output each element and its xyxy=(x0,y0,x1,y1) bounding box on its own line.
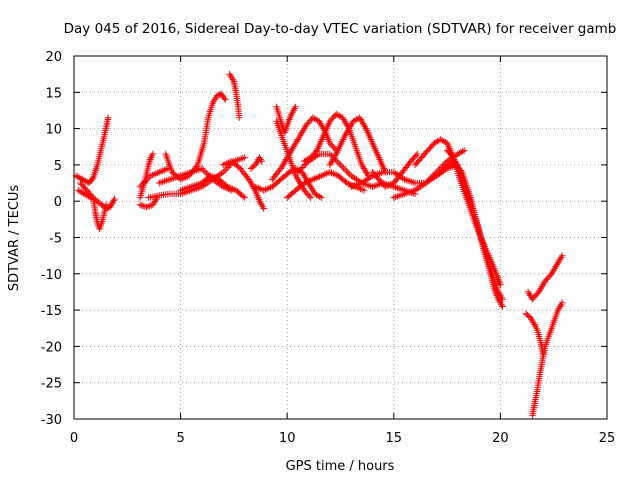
y-tick-label: 0 xyxy=(54,195,62,210)
x-axis-label: GPS time / hours xyxy=(286,459,395,474)
y-tick-label: 10 xyxy=(45,123,62,138)
data-point-markers xyxy=(220,158,267,212)
data-point-markers xyxy=(72,114,112,187)
data-series xyxy=(226,71,243,121)
x-tick-label: 10 xyxy=(279,431,296,446)
data-point-markers xyxy=(252,165,325,201)
data-series xyxy=(72,114,112,187)
data-series xyxy=(301,110,372,179)
data-series xyxy=(136,165,171,190)
data-series xyxy=(156,165,235,194)
data-point-markers xyxy=(443,147,506,303)
data-series xyxy=(220,158,267,212)
data-series xyxy=(284,169,368,201)
data-series xyxy=(326,114,389,176)
data-layer xyxy=(72,71,566,419)
x-tick-label: 15 xyxy=(386,431,403,446)
data-series xyxy=(369,150,421,190)
data-series xyxy=(524,252,566,303)
y-axis-label: SDTVAR / TECUs xyxy=(7,185,22,292)
data-point-markers xyxy=(247,154,265,172)
axis-ticks: 0 5 10 15 20 25 -30 -25 -20 -15 -10 -5 0 5 10 15 20 xyxy=(41,50,616,446)
data-point-markers xyxy=(529,299,566,419)
data-series xyxy=(443,147,506,303)
data-point-markers xyxy=(273,103,299,136)
data-series xyxy=(529,299,566,419)
data-series xyxy=(162,90,229,183)
data-point-markers xyxy=(77,179,110,232)
data-series xyxy=(273,103,299,136)
data-point-markers xyxy=(162,90,229,183)
data-point-markers xyxy=(301,110,372,179)
y-tick-label: -5 xyxy=(49,232,62,247)
x-tick-label: 0 xyxy=(70,431,78,446)
plot-frame xyxy=(73,55,608,420)
data-point-markers xyxy=(433,158,506,310)
data-series xyxy=(247,154,265,172)
x-tick-label: 25 xyxy=(599,431,616,446)
grid xyxy=(74,56,607,419)
data-series xyxy=(136,194,161,211)
chart-title: Day 045 of 2016, Sidereal Day-to-day VTE… xyxy=(64,21,617,37)
y-tick-label: -20 xyxy=(41,340,62,355)
data-point-markers xyxy=(369,150,421,190)
y-tick-label: 15 xyxy=(45,86,62,101)
y-tick-label: 20 xyxy=(45,50,62,65)
data-series xyxy=(433,158,506,310)
data-series xyxy=(77,179,110,232)
x-tick-label: 20 xyxy=(492,431,509,446)
x-tick-label: 5 xyxy=(176,431,184,446)
data-point-markers xyxy=(284,169,368,201)
data-series xyxy=(252,165,325,201)
y-tick-label: -15 xyxy=(41,304,62,319)
data-point-markers xyxy=(156,165,235,194)
y-tick-label: -25 xyxy=(41,377,62,392)
y-tick-label: 5 xyxy=(54,159,62,174)
data-point-markers xyxy=(226,71,243,121)
data-point-markers xyxy=(136,194,161,211)
data-point-markers xyxy=(136,165,171,190)
data-point-markers xyxy=(524,252,566,303)
y-tick-label: -30 xyxy=(41,413,62,428)
y-tick-label: -10 xyxy=(41,268,62,283)
data-point-markers xyxy=(326,114,389,176)
